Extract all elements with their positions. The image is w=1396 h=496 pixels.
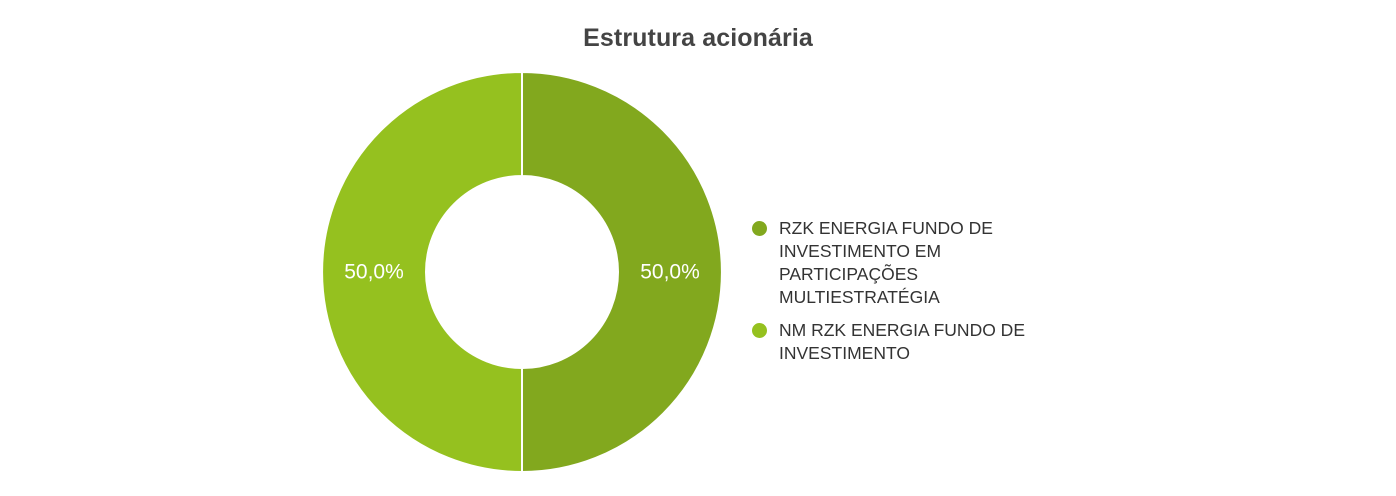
donut-slice-2: [321, 70, 523, 474]
chart-title: Estrutura acionária: [583, 24, 813, 52]
legend-label: RZK ENERGIA FUNDO DE INVESTIMENTO EM PAR…: [779, 218, 993, 307]
legend-swatch-icon: [752, 323, 767, 338]
legend-label: NM RZK ENERGIA FUNDO DE INVESTIMENTO: [779, 320, 1025, 363]
legend-swatch-icon: [752, 221, 767, 236]
legend-item-1: RZK ENERGIA FUNDO DE INVESTIMENTO EM PAR…: [752, 217, 1042, 309]
slice-value-label-2: 50,0%: [344, 261, 404, 284]
slices-layer: [321, 70, 723, 474]
legend-item-2: NM RZK ENERGIA FUNDO DE INVESTIMENTO: [752, 319, 1042, 365]
slice-labels-layer: 50,0% 50,0%: [344, 261, 700, 284]
slice-value-label-1: 50,0%: [640, 261, 700, 284]
legend: RZK ENERGIA FUNDO DE INVESTIMENTO EM PAR…: [752, 217, 1042, 375]
donut-slice-1: [521, 70, 723, 474]
